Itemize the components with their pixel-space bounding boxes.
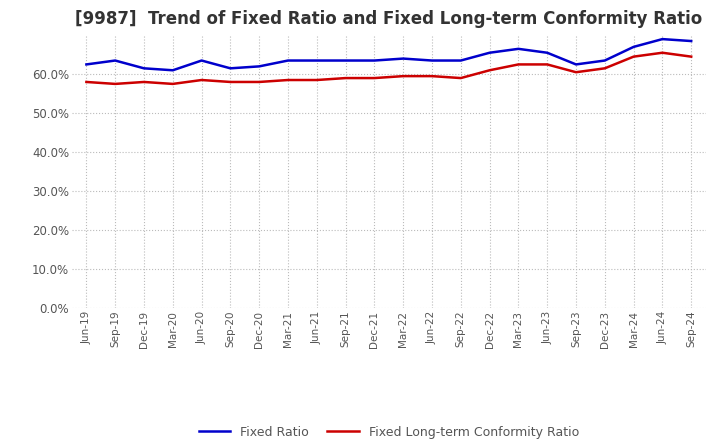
Fixed Ratio: [312, 58, 321, 63]
Fixed Long-term Conformity Ratio: [140, 79, 148, 84]
Fixed Long-term Conformity Ratio: [168, 81, 177, 87]
Fixed Ratio: [485, 50, 494, 55]
Fixed Long-term Conformity Ratio: [629, 54, 638, 59]
Fixed Ratio: [514, 46, 523, 51]
Legend: Fixed Ratio, Fixed Long-term Conformity Ratio: Fixed Ratio, Fixed Long-term Conformity …: [194, 421, 584, 440]
Fixed Long-term Conformity Ratio: [82, 79, 91, 84]
Fixed Ratio: [629, 44, 638, 50]
Fixed Ratio: [428, 58, 436, 63]
Fixed Ratio: [82, 62, 91, 67]
Fixed Ratio: [572, 62, 580, 67]
Fixed Ratio: [456, 58, 465, 63]
Fixed Long-term Conformity Ratio: [658, 50, 667, 55]
Fixed Ratio: [658, 37, 667, 42]
Fixed Long-term Conformity Ratio: [226, 79, 235, 84]
Fixed Long-term Conformity Ratio: [370, 75, 379, 81]
Fixed Long-term Conformity Ratio: [572, 70, 580, 75]
Fixed Ratio: [168, 68, 177, 73]
Fixed Long-term Conformity Ratio: [399, 73, 408, 79]
Fixed Ratio: [370, 58, 379, 63]
Fixed Long-term Conformity Ratio: [687, 54, 696, 59]
Fixed Long-term Conformity Ratio: [456, 75, 465, 81]
Fixed Ratio: [255, 64, 264, 69]
Fixed Long-term Conformity Ratio: [514, 62, 523, 67]
Fixed Ratio: [226, 66, 235, 71]
Fixed Long-term Conformity Ratio: [543, 62, 552, 67]
Fixed Ratio: [197, 58, 206, 63]
Fixed Long-term Conformity Ratio: [485, 68, 494, 73]
Fixed Ratio: [687, 38, 696, 44]
Fixed Long-term Conformity Ratio: [255, 79, 264, 84]
Fixed Long-term Conformity Ratio: [600, 66, 609, 71]
Fixed Long-term Conformity Ratio: [197, 77, 206, 83]
Fixed Ratio: [399, 56, 408, 61]
Fixed Ratio: [543, 50, 552, 55]
Fixed Ratio: [111, 58, 120, 63]
Fixed Ratio: [341, 58, 350, 63]
Fixed Long-term Conformity Ratio: [428, 73, 436, 79]
Line: Fixed Long-term Conformity Ratio: Fixed Long-term Conformity Ratio: [86, 53, 691, 84]
Fixed Long-term Conformity Ratio: [341, 75, 350, 81]
Fixed Ratio: [600, 58, 609, 63]
Fixed Long-term Conformity Ratio: [284, 77, 292, 83]
Title: [9987]  Trend of Fixed Ratio and Fixed Long-term Conformity Ratio: [9987] Trend of Fixed Ratio and Fixed Lo…: [75, 10, 703, 28]
Fixed Ratio: [140, 66, 148, 71]
Fixed Ratio: [284, 58, 292, 63]
Fixed Long-term Conformity Ratio: [312, 77, 321, 83]
Fixed Long-term Conformity Ratio: [111, 81, 120, 87]
Line: Fixed Ratio: Fixed Ratio: [86, 39, 691, 70]
